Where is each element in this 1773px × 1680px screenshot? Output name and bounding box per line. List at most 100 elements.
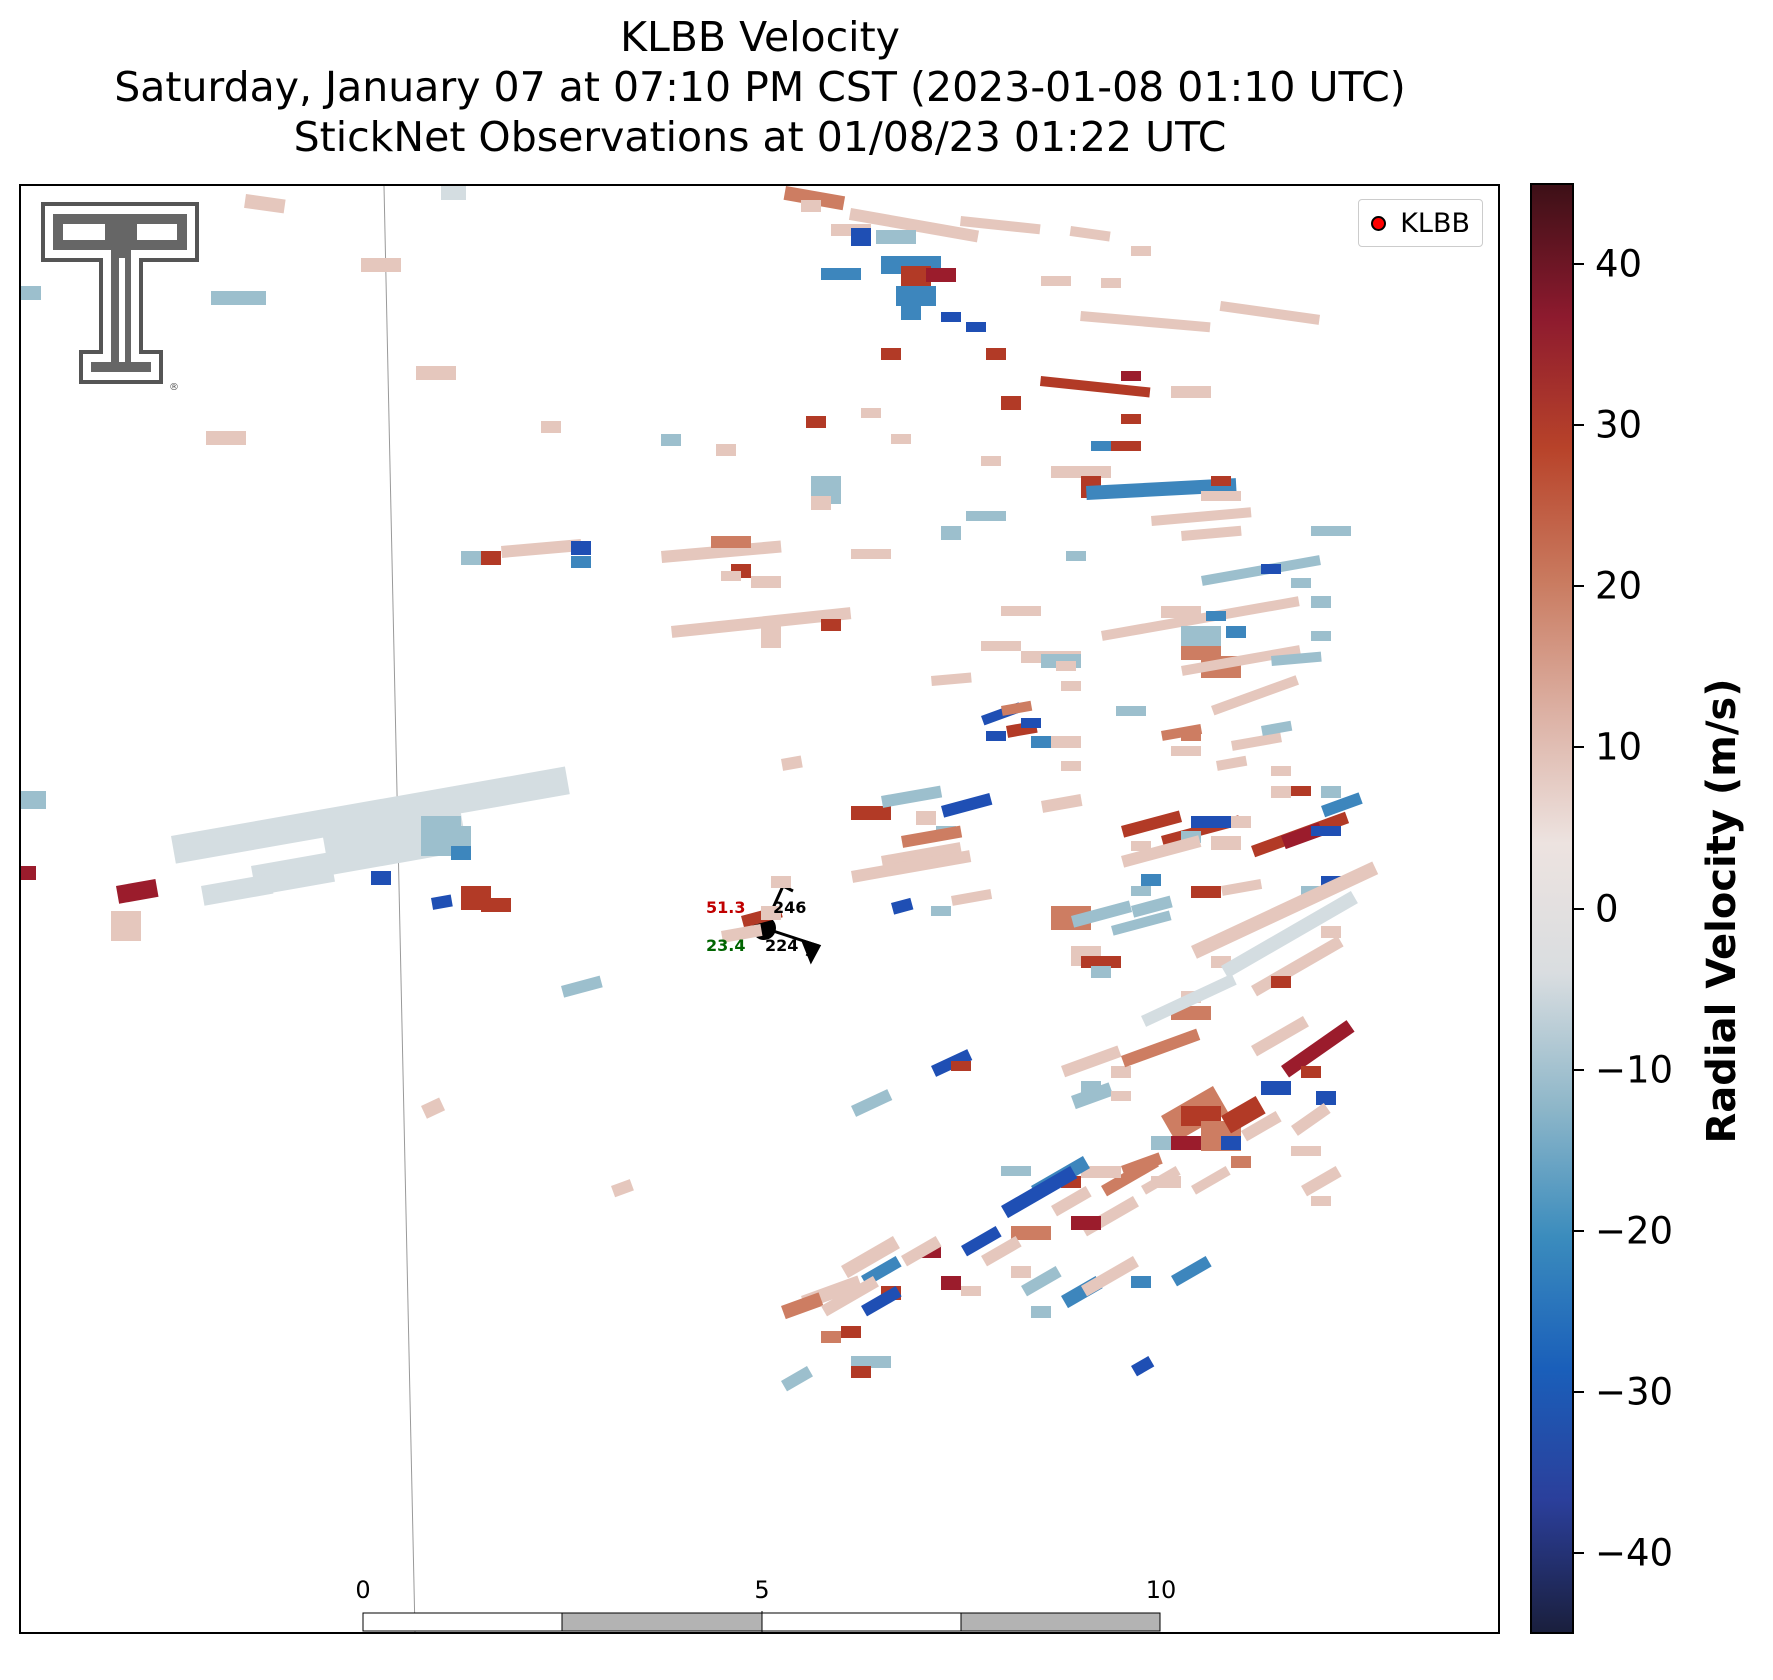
velocity-echo-cell [1191,816,1231,828]
colorbar-tick-label: −20 [1595,1209,1674,1253]
radar-velocity-field [21,186,1379,1632]
velocity-echo-cell [1120,835,1202,868]
velocity-echo-cell [1311,826,1341,836]
velocity-echo-cell [951,1061,971,1071]
velocity-echo-cell [1066,551,1086,561]
velocity-echo-cell [1131,841,1151,851]
velocity-echo-cell [821,1331,841,1343]
velocity-echo-cell [1151,507,1252,526]
colorbar-tick-label: −30 [1595,1370,1674,1414]
velocity-echo-cell [1101,278,1121,288]
velocity-echo-cell [371,871,391,885]
velocity-echo-cell [1171,746,1201,756]
velocity-echo-cell [900,825,963,848]
velocity-echo-cell [1171,1256,1212,1287]
colorbar-tick-label: −40 [1595,1531,1674,1575]
velocity-echo-cell [1141,973,1237,1027]
colorbar-tick-mark [1574,1229,1584,1232]
velocity-echo-cell [881,785,943,808]
texas-tech-logo: ® [41,202,201,396]
velocity-echo-cell [1039,376,1151,398]
velocity-echo-cell [1271,651,1322,666]
velocity-echo-cell [1291,786,1311,796]
velocity-echo-cell [771,876,791,888]
velocity-echo-cell [661,540,782,563]
velocity-echo-cell [1031,1306,1051,1318]
velocity-echo-cell [21,791,46,809]
velocity-echo-cell [966,511,1006,521]
velocity-echo-cell [1191,861,1379,959]
colorbar-tick-mark [1574,907,1584,910]
velocity-echo-cell [441,186,466,200]
velocity-echo-cell [881,842,962,868]
velocity-echo-cell [21,286,41,300]
velocity-echo-cell [1181,645,1301,676]
velocity-echo-cell [941,312,961,322]
velocity-echo-cell [1201,491,1241,501]
colorbar-tick-label: −10 [1595,1048,1674,1092]
velocity-echo-cell [1111,1066,1131,1078]
velocity-echo-cell [1141,874,1161,886]
velocity-echo-cell [780,755,803,771]
velocity-echo-cell [201,873,274,906]
velocity-echo-cell [1131,1276,1151,1288]
velocity-echo-cell [841,1236,900,1279]
velocity-echo-cell [1061,761,1081,771]
velocity-echo-cell [901,266,931,288]
velocity-echo-cell [986,731,1006,741]
velocity-echo-cell [961,1226,1002,1257]
velocity-echo-cell [1211,836,1241,850]
title-line-3: StickNet Observations at 01/08/23 01:22 … [293,113,1227,161]
velocity-echo-cell [661,434,681,446]
velocity-echo-cell [1311,596,1331,608]
colorbar-tick-mark [1574,585,1584,588]
velocity-echo-cell [751,576,781,588]
velocity-echo-cell [1131,1356,1155,1377]
velocity-echo-cell [1121,414,1141,424]
velocity-echo-cell [1316,1091,1336,1105]
velocity-echo-cell [451,846,471,860]
scale-bar-tick-10: 10 [1145,1576,1177,1604]
velocity-echo-cell [361,258,401,272]
velocity-echo-cell [1241,1111,1282,1142]
velocity-echo-cell [1290,1103,1331,1136]
velocity-echo-cell [1121,1028,1201,1068]
velocity-echo-cell [1211,675,1299,716]
velocity-echo-cell [1041,276,1071,286]
title-line-1: KLBB Velocity [620,13,900,61]
velocity-echo-cell [716,444,736,456]
velocity-echo-cell [876,230,916,244]
velocity-echo-cell [711,536,751,548]
velocity-echo-cell [1301,1066,1321,1078]
legend: KLBB [1358,199,1483,247]
velocity-echo-cell [1301,1166,1342,1197]
velocity-echo-cell [611,1179,634,1198]
velocity-echo-cell [1221,1136,1241,1150]
velocity-echo-cell [959,215,1041,235]
velocity-echo-layer [21,186,1379,1392]
velocity-echo-cell [851,1366,871,1378]
velocity-echo-cell [1001,1166,1031,1176]
velocity-echo-cell [1271,976,1291,988]
velocity-echo-cell [1191,1166,1231,1195]
velocity-echo-cell [206,431,246,445]
velocity-echo-cell [1281,1020,1355,1078]
velocity-echo-cell [416,366,456,380]
svg-text:®: ® [169,382,179,392]
radar-map[interactable]: ® KLBB 51.3 246 23.4 224 0 5 10 km [19,184,1500,1634]
colorbar-tick-mark [1574,262,1584,265]
velocity-echo-cell [1086,478,1237,500]
legend-marker-icon [1371,215,1387,231]
velocity-echo-cell [1121,371,1141,381]
velocity-echo-cell [1080,311,1211,333]
velocity-echo-cell [1041,794,1083,813]
scale-bar-unit: km [743,1632,780,1634]
colorbar-tick-label: 0 [1595,887,1619,930]
velocity-echo-cell [891,434,911,444]
velocity-echo-cell [1000,1166,1078,1219]
velocity-echo-cell [1230,732,1282,751]
velocity-echo-cell [861,408,881,418]
colorbar-tick-mark [1574,1068,1584,1071]
velocity-echo-cell [821,1276,879,1317]
station-wind-direction: 246 [773,898,807,917]
